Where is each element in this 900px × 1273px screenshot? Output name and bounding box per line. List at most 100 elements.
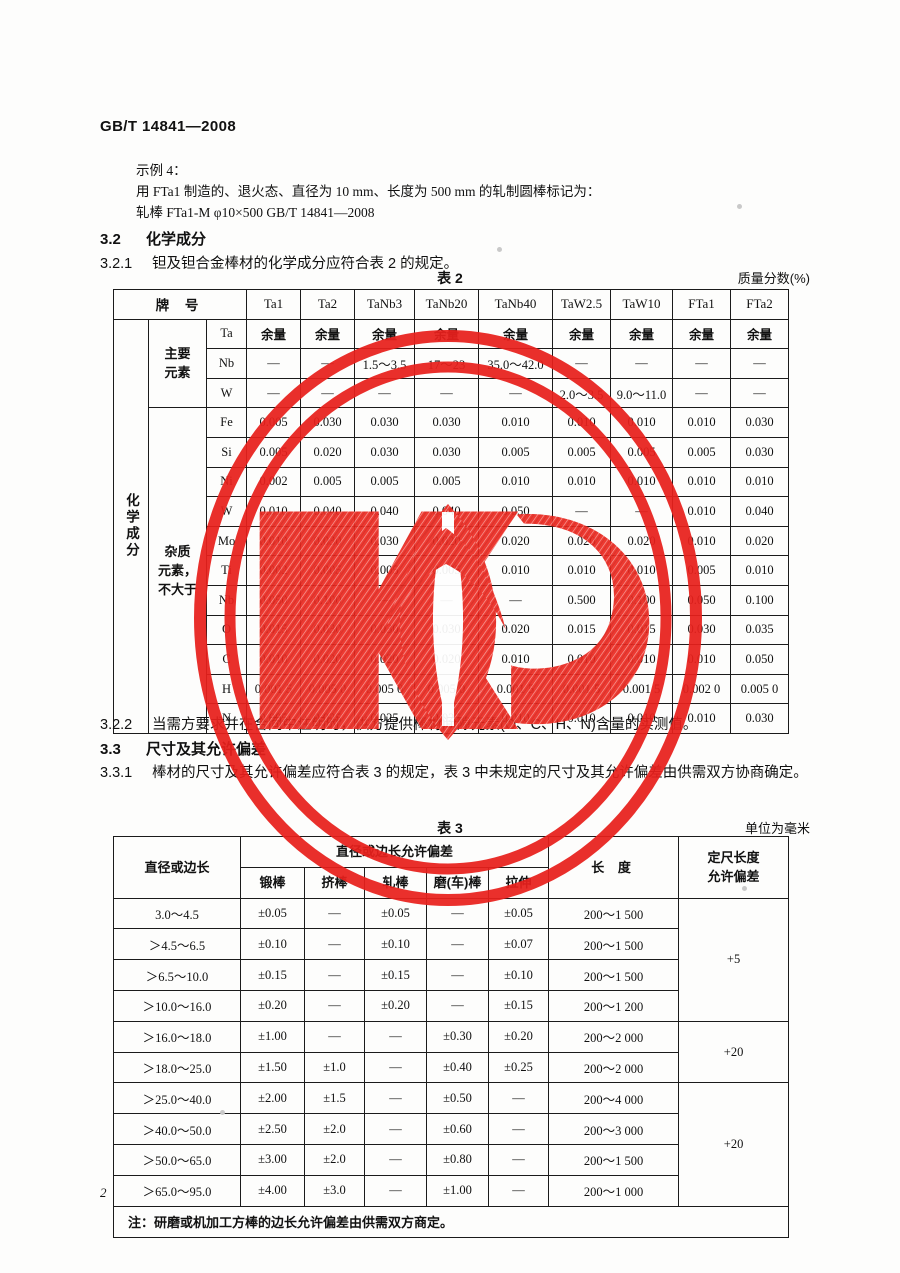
cell: — bbox=[426, 928, 489, 961]
table2-impurity-label: 杂质 元素， 不大于 bbox=[148, 407, 207, 734]
table-row: Ti 0.002 0.005 0.005 0.005 0.010 0.010 0… bbox=[114, 555, 790, 586]
cell: 0.010 bbox=[552, 466, 612, 498]
cell: 0.030 bbox=[730, 407, 790, 438]
cell: — bbox=[354, 377, 416, 409]
table-row: 杂质 元素， 不大于 Fe 0.005 0.030 0.030 0.030 0.… bbox=[114, 407, 790, 734]
table-row: C 0.010 0.020 0.020 0.020 0.010 0.010 0.… bbox=[114, 644, 790, 675]
cell: 0.030 bbox=[354, 407, 416, 438]
cell: 0.030 bbox=[354, 614, 416, 646]
table2-element-si: Si bbox=[205, 436, 248, 468]
cell: ±1.0 bbox=[304, 1051, 365, 1084]
cell: — bbox=[304, 959, 365, 991]
table-row: Nb 0.050 0.100 — — — 0.500 0.100 0.050 0… bbox=[114, 584, 790, 616]
table2-grade-tanb3: TaNb3 bbox=[354, 289, 416, 320]
table-row: ＞6.5～10.0 ±0.15 — ±0.15 — ±0.10 200～1 50… bbox=[113, 959, 789, 991]
example-label: 示例 4： bbox=[136, 163, 187, 178]
cell: ±0.20 bbox=[240, 989, 305, 1022]
cell: 0.500 bbox=[552, 584, 612, 616]
chemical-composition-table: 牌 号 Ta1 Ta2 TaNb3 TaNb20 TaNb40 TaW2.5 T… bbox=[112, 289, 790, 734]
cell: 0.020 bbox=[414, 525, 480, 557]
clause-3-2-2: 3.2.2 当需方要求并在合同中注明时，供方提供棒材间隙元素(O、C、H、N)含量… bbox=[100, 713, 697, 734]
table3-fixed-group-3: +20 bbox=[678, 1082, 790, 1207]
cell: 0.020 bbox=[478, 614, 554, 646]
cell: ±1.00 bbox=[426, 1174, 489, 1207]
cell: 0.020 bbox=[552, 525, 612, 557]
clause-3-3-number: 3.3 bbox=[100, 741, 121, 758]
cell: 3.0～4.5 bbox=[113, 897, 241, 930]
table-row: ＞50.0～65.0 ±3.00 ±2.0 — ±0.80 — 200～1 50… bbox=[113, 1143, 789, 1176]
table2-grade-ta1: Ta1 bbox=[246, 289, 302, 320]
example-line-1: 用 FTa1 制造的、退火态、直径为 10 mm、长度为 500 mm 的轧制圆… bbox=[136, 184, 601, 199]
cell: ±0.05 bbox=[240, 897, 305, 930]
cell: 0.020 bbox=[300, 436, 356, 468]
cell: 0.005 bbox=[246, 436, 302, 468]
cell: 0.100 bbox=[610, 584, 674, 616]
cell: — bbox=[414, 584, 480, 616]
dimension-tolerance-table: 直径或边长 直径或边长允许偏差 长 度 定尺长度 允许偏差 锻棒 挤棒 轧棒 磨… bbox=[112, 836, 790, 1238]
cell: ±0.15 bbox=[364, 959, 427, 991]
cell: 0.030 bbox=[730, 703, 790, 734]
cell: — bbox=[426, 897, 489, 930]
cell: 2.0～3.5 bbox=[552, 377, 612, 409]
table2-element-mo: Mo bbox=[205, 525, 248, 557]
cell: — bbox=[487, 1082, 550, 1115]
cell: — bbox=[364, 1051, 427, 1084]
table-row: ＞65.0～95.0 ±4.00 ±3.0 — ±1.00 — 200～1 00… bbox=[113, 1174, 789, 1207]
imp-label-line3: 不大于 bbox=[157, 582, 197, 598]
cell: 17～23 bbox=[414, 348, 480, 379]
cell: 0.005 bbox=[414, 555, 480, 586]
cell: ±0.10 bbox=[487, 959, 550, 991]
cell: ±3.00 bbox=[240, 1143, 305, 1176]
cell: 0.005 0 bbox=[414, 673, 480, 705]
cell: 0.010 bbox=[552, 407, 612, 438]
cell: — bbox=[426, 989, 489, 1022]
cell: — bbox=[487, 1174, 550, 1207]
table2-element-c: C bbox=[205, 644, 248, 675]
cell: — bbox=[610, 348, 674, 379]
clause-3-2-1-number: 3.2.1 bbox=[100, 256, 133, 272]
table-row: ＞10.0～16.0 ±0.20 — ±0.20 — ±0.15 200～1 2… bbox=[113, 989, 789, 1022]
cell: ＞10.0～16.0 bbox=[113, 989, 241, 1022]
cell: — bbox=[364, 1113, 427, 1145]
table2-element-nb: Nb bbox=[205, 348, 248, 379]
cell: 0.010 bbox=[672, 644, 732, 675]
cell: — bbox=[364, 1174, 427, 1207]
cell: ±0.60 bbox=[426, 1113, 489, 1145]
cell: 0.030 bbox=[300, 407, 356, 438]
cell: 0.010 bbox=[246, 525, 302, 557]
table3-subcol-rolled: 轧棒 bbox=[364, 866, 427, 899]
cell: — bbox=[487, 1143, 550, 1176]
table2-element-w-imp: W bbox=[205, 496, 248, 527]
cell: 0.030 bbox=[300, 614, 356, 646]
cell: ±0.15 bbox=[240, 959, 305, 991]
cell: ±2.0 bbox=[304, 1143, 365, 1176]
cell: — bbox=[672, 377, 732, 409]
cell: — bbox=[478, 584, 554, 616]
table-row: ＞18.0～25.0 ±1.50 ±1.0 — ±0.40 ±0.25 200～… bbox=[113, 1051, 789, 1084]
cell: 0.030 bbox=[414, 436, 480, 468]
cell: — bbox=[426, 959, 489, 991]
table2-element-ti: Ti bbox=[205, 555, 248, 586]
table2-element-fe: Fe bbox=[205, 407, 248, 438]
cell: ±0.80 bbox=[426, 1143, 489, 1176]
table-row: Si 0.005 0.020 0.030 0.030 0.005 0.005 0… bbox=[114, 436, 790, 468]
cell: 0.005 bbox=[672, 436, 732, 468]
table2-header-row: 牌 号 Ta1 Ta2 TaNb3 TaNb20 TaNb40 TaW2.5 T… bbox=[112, 289, 790, 320]
table2-grade-fta1: FTa1 bbox=[672, 289, 732, 320]
cell: — bbox=[304, 1020, 365, 1053]
cell: — bbox=[300, 377, 356, 409]
scan-artifact-dot bbox=[742, 886, 747, 891]
table2-grade-taw25: TaW2.5 bbox=[552, 289, 612, 320]
cell: 0.005 bbox=[354, 466, 416, 498]
cell: 0.035 bbox=[730, 614, 790, 646]
standard-number-header: GB/T 14841—2008 bbox=[100, 118, 237, 135]
table2-element-o: O bbox=[205, 614, 248, 646]
cell: 1.5～3.5 bbox=[354, 348, 416, 379]
cell: 0.010 bbox=[478, 555, 554, 586]
cell: ＞6.5～10.0 bbox=[113, 959, 241, 991]
cell: — bbox=[354, 584, 416, 616]
cell: ±2.50 bbox=[240, 1113, 305, 1145]
cell: 0.001 5 bbox=[478, 673, 554, 705]
cell: 200～1 000 bbox=[548, 1174, 680, 1207]
cell: 0.015 bbox=[610, 614, 674, 646]
